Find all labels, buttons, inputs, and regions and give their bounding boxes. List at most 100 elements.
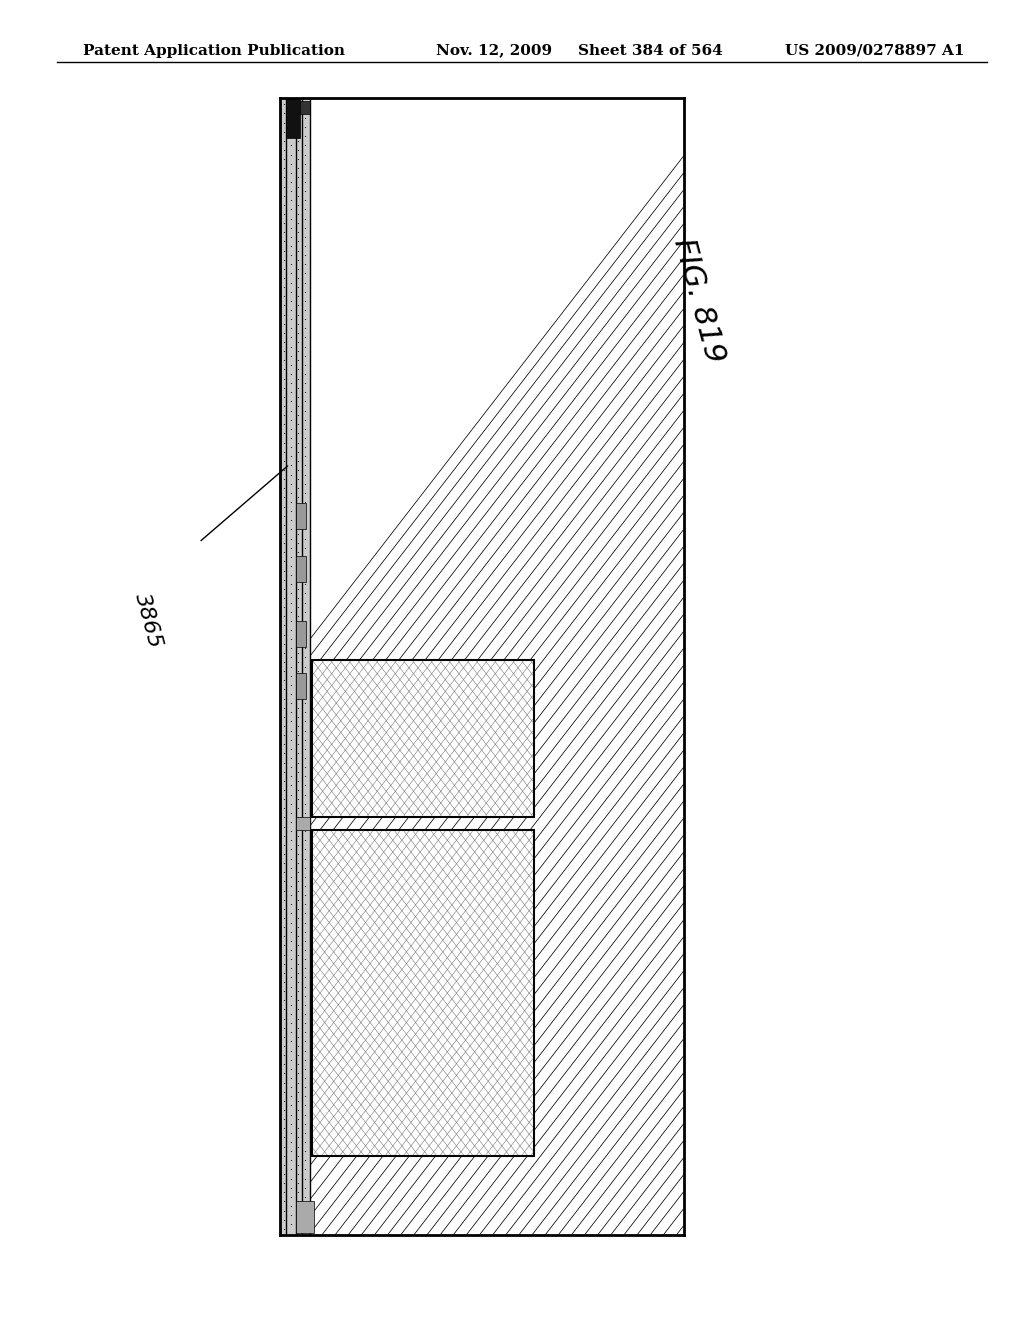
Point <box>276 1118 293 1139</box>
Point <box>297 857 313 878</box>
Point <box>290 743 306 764</box>
Point <box>290 532 306 553</box>
Point <box>283 209 299 230</box>
Point <box>297 345 313 366</box>
Point <box>283 1131 299 1152</box>
Point <box>290 1154 306 1175</box>
Point <box>290 898 306 919</box>
Bar <box>280 99 310 1234</box>
Point <box>290 578 306 599</box>
Point <box>290 624 306 645</box>
Point <box>297 838 313 859</box>
Point <box>276 953 293 974</box>
Point <box>283 747 299 768</box>
Point <box>276 387 293 408</box>
Point <box>290 249 306 271</box>
Point <box>276 660 293 681</box>
Point <box>283 647 299 668</box>
Point <box>290 1072 306 1093</box>
Point <box>283 253 299 275</box>
Point <box>276 1163 293 1184</box>
Point <box>290 149 306 170</box>
Point <box>283 601 299 622</box>
Point <box>276 1063 293 1084</box>
Point <box>297 875 313 896</box>
Point <box>290 1109 306 1130</box>
Point <box>276 213 293 234</box>
Point <box>283 244 299 265</box>
Point <box>283 363 299 384</box>
Point <box>276 643 293 664</box>
Point <box>297 1187 313 1208</box>
Point <box>297 821 313 842</box>
Point <box>283 381 299 403</box>
Point <box>283 318 299 339</box>
Point <box>297 775 313 796</box>
Point <box>283 1022 299 1043</box>
Point <box>283 1140 299 1162</box>
Point <box>283 510 299 531</box>
Point <box>283 1196 299 1217</box>
Point <box>297 975 313 997</box>
Point <box>297 1003 313 1024</box>
Point <box>290 834 306 855</box>
Point <box>276 249 293 271</box>
Text: FIG. 819: FIG. 819 <box>669 235 729 366</box>
Point <box>297 866 313 887</box>
Point <box>290 322 306 343</box>
Point <box>276 487 293 508</box>
Point <box>297 812 313 833</box>
Point <box>276 560 293 581</box>
Point <box>290 1018 306 1039</box>
Bar <box>286 99 300 137</box>
Point <box>276 194 293 215</box>
Point <box>283 216 299 238</box>
Point <box>283 994 299 1015</box>
Point <box>297 1122 313 1143</box>
Point <box>283 400 299 421</box>
Point <box>276 404 293 425</box>
Point <box>276 807 293 828</box>
Point <box>290 469 306 490</box>
Point <box>276 771 293 792</box>
Point <box>283 875 299 896</box>
Point <box>283 565 299 586</box>
Point <box>297 610 313 631</box>
Point <box>276 222 293 243</box>
Point <box>283 1094 299 1115</box>
Point <box>276 1127 293 1148</box>
Point <box>297 591 313 612</box>
Point <box>283 866 299 887</box>
Point <box>290 341 306 362</box>
Point <box>283 116 299 137</box>
Point <box>283 172 299 193</box>
Point <box>283 684 299 705</box>
Point <box>290 916 306 937</box>
Point <box>276 606 293 627</box>
Point <box>283 1159 299 1180</box>
Point <box>276 624 293 645</box>
Point <box>290 788 306 809</box>
Point <box>290 94 306 115</box>
Point <box>276 834 293 855</box>
Bar <box>296 1201 314 1233</box>
Point <box>290 131 306 152</box>
Point <box>276 569 293 590</box>
Point <box>283 391 299 412</box>
Point <box>290 1209 306 1230</box>
Point <box>290 762 306 783</box>
Point <box>283 263 299 284</box>
Point <box>276 94 293 115</box>
Point <box>297 1022 313 1043</box>
Point <box>290 422 306 444</box>
Point <box>283 1177 299 1199</box>
Point <box>283 975 299 997</box>
Text: 3865: 3865 <box>131 591 165 651</box>
Point <box>276 1072 293 1093</box>
Point <box>276 506 293 527</box>
Point <box>297 1040 313 1061</box>
Point <box>290 387 306 408</box>
Point <box>283 729 299 750</box>
Point <box>297 711 313 733</box>
Point <box>283 372 299 393</box>
